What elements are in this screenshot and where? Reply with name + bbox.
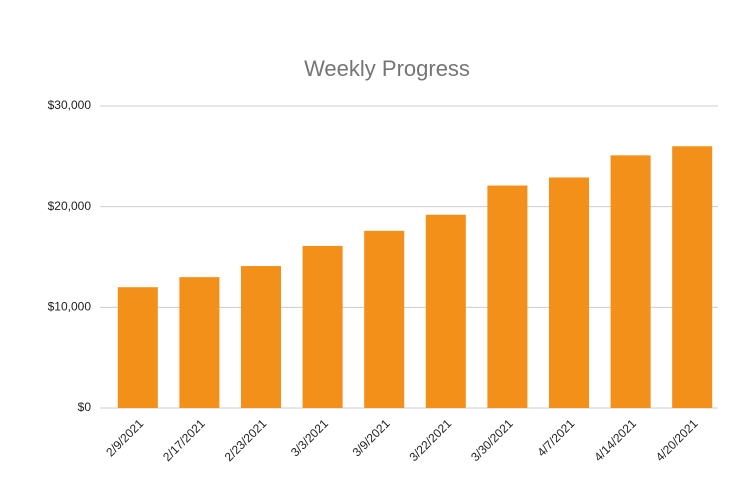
y-tick-label: $10,000 xyxy=(48,300,92,314)
bar xyxy=(425,214,466,408)
x-tick-label: 4/20/2021 xyxy=(653,416,701,464)
bar xyxy=(487,185,528,408)
bar xyxy=(179,277,220,408)
x-tick-label: 2/17/2021 xyxy=(160,416,208,464)
bar xyxy=(240,266,282,408)
x-tick-label: 3/3/2021 xyxy=(288,416,331,459)
bar xyxy=(117,287,158,408)
y-tick-label: $0 xyxy=(78,400,92,414)
bar xyxy=(364,230,405,408)
x-tick-label: 2/23/2021 xyxy=(222,416,270,464)
x-tick-label: 3/9/2021 xyxy=(350,416,393,459)
x-tick-label: 3/22/2021 xyxy=(407,416,455,464)
bar xyxy=(302,245,343,408)
x-tick-label: 3/30/2021 xyxy=(468,416,516,464)
x-tick-label: 2/9/2021 xyxy=(103,416,146,459)
chart-title: Weekly Progress xyxy=(304,56,470,81)
y-tick-label: $30,000 xyxy=(48,98,92,112)
bar xyxy=(548,177,590,408)
bar xyxy=(610,155,651,408)
x-tick-label: 4/7/2021 xyxy=(534,416,577,459)
bar xyxy=(672,146,713,408)
x-tick-label: 4/14/2021 xyxy=(591,416,639,464)
y-tick-label: $20,000 xyxy=(48,199,92,213)
